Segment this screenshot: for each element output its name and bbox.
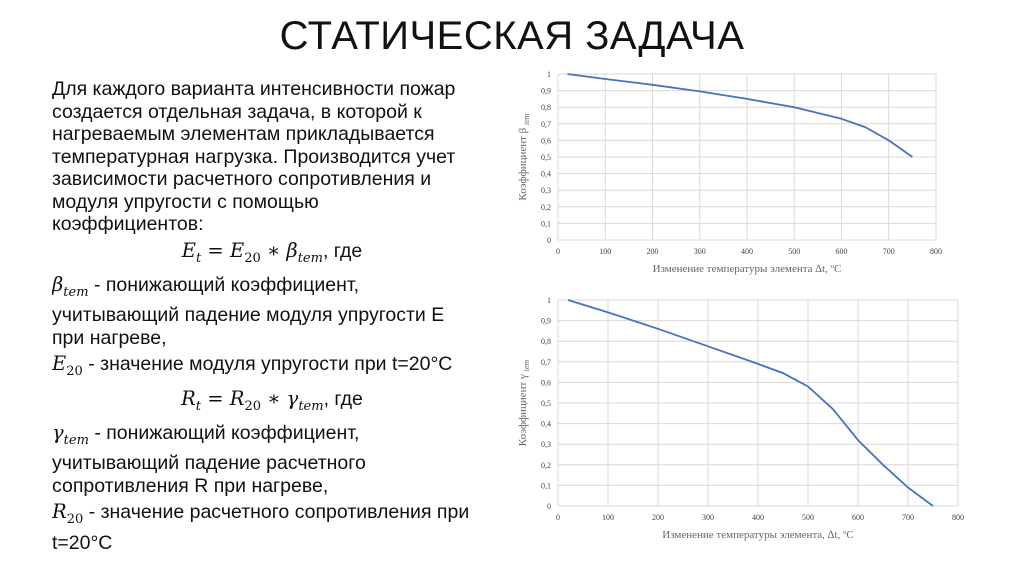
intro-line: создается отдельная задача, в которой к — [52, 100, 422, 123]
beta-definition-line: при нагреве, — [52, 326, 167, 349]
formula-elasticity: Et = E20 ∗ βtem, где — [181, 238, 363, 266]
x-tick-label: 300 — [702, 513, 714, 522]
x-tick-label: 100 — [602, 513, 614, 522]
y-tick-label: 0,8 — [541, 103, 551, 112]
x-tick-label: 400 — [752, 513, 764, 522]
intro-line: Для каждого варианта интенсивности пожар — [52, 78, 456, 100]
x-tick-label: 200 — [647, 247, 659, 256]
y-tick-label: 0,5 — [541, 399, 551, 408]
x-tick-label: 500 — [788, 247, 800, 256]
x-axis-label: Изменение температуры элемента, ∆t, ºC — [662, 529, 853, 541]
y-tick-label: 0,4 — [541, 170, 551, 179]
y-tick-label: 0,5 — [541, 153, 551, 162]
y-tick-label: 0,9 — [541, 87, 551, 96]
y-tick-label: 0,1 — [541, 481, 551, 490]
chart-beta-svg: 0 0,1 0,2 0,3 0,4 0,5 0,6 0,7 0,8 0,9 1 0 100 200 300 4… — [517, 70, 942, 275]
x-tick-label: 0 — [556, 247, 560, 256]
y-axis-label: Коэффициент β tem — [517, 113, 531, 200]
y-tick-label: 0,3 — [541, 440, 551, 449]
intro-line: коэффициентов: — [52, 213, 204, 235]
y-tick-label: 0,2 — [541, 461, 551, 470]
gamma-definition: γtem - понижающий коэффициент, — [52, 421, 360, 448]
x-tick-label: 400 — [741, 247, 753, 256]
y-tick-label: 0,6 — [541, 378, 551, 387]
y-tick-label: 0,2 — [541, 203, 551, 212]
x-axis-label: Изменение температуры элемента ∆t, ºC — [653, 263, 842, 275]
intro-line: нагреваемым элементам прикладывается — [52, 123, 435, 145]
x-tick-label: 800 — [930, 247, 942, 256]
beta-definition-line: учитывающий падение модуля упругости Е — [52, 304, 445, 327]
y-tick-label: 0 — [547, 502, 551, 511]
x-tick-label: 500 — [802, 513, 814, 522]
y-tick-label: 0,8 — [541, 337, 551, 346]
intro-line: температурная нагрузка. Производится уче… — [52, 145, 456, 168]
x-tick-label: 600 — [852, 513, 864, 522]
x-tick-label: 100 — [599, 247, 611, 256]
y-axis-label: Коэффициент γ tem — [517, 360, 531, 447]
y-tick-label: 0 — [547, 236, 551, 245]
slide-title: СТАТИЧЕСКАЯ ЗАДАЧА — [279, 14, 745, 58]
x-tick-label: 700 — [902, 513, 914, 522]
chart-beta: 0 0,1 0,2 0,3 0,4 0,5 0,6 0,7 0,8 0,9 1 0 100 200 300 4… — [508, 62, 948, 282]
text-column: Для каждого варианта интенсивности пожар… — [52, 78, 492, 568]
x-tick-label: 800 — [952, 513, 964, 522]
y-tick-label: 1 — [547, 70, 551, 79]
x-tick-label: 600 — [836, 247, 848, 256]
y-tick-label: 0,3 — [541, 186, 551, 195]
chart-gamma-svg: 0 0,1 0,2 0,3 0,4 0,5 0,6 0,7 0,8 0,9 1 0 100 200 300 4… — [517, 296, 964, 541]
r20-definition-line: t=20°С — [52, 531, 113, 554]
y-tick-label: 0,7 — [541, 120, 551, 129]
y-tick-label: 1 — [547, 296, 551, 305]
beta-definition: βtem - понижающий коэффициент, — [52, 272, 360, 300]
r20-definition: R20 - значение расчетного сопротивления … — [52, 500, 470, 528]
chart-gamma: 0 0,1 0,2 0,3 0,4 0,5 0,6 0,7 0,8 0,9 1 0 100 200 300 4… — [508, 290, 978, 560]
x-tick-label: 200 — [652, 513, 664, 522]
x-tick-label: 700 — [883, 247, 895, 256]
y-tick-label: 0,7 — [541, 358, 551, 367]
series-line — [567, 73, 913, 158]
x-tick-label: 0 — [556, 513, 560, 522]
e20-definition: E20 - значение модуля упругости при t=20… — [52, 352, 453, 380]
y-tick-label: 0,9 — [541, 317, 551, 326]
y-tick-label: 0,1 — [541, 219, 551, 228]
gamma-definition-line: сопротивления R при нагреве, — [52, 474, 329, 497]
intro-line: модуля упругости с помощью — [52, 190, 319, 213]
formula-resistance: Rt = R20 ∗ γtem, где — [181, 386, 363, 414]
gamma-definition-line: учитывающий падение расчетного — [52, 452, 366, 475]
y-tick-label: 0,6 — [541, 136, 551, 145]
y-tick-label: 0,4 — [541, 420, 551, 429]
series-line — [567, 299, 934, 507]
intro-line: зависимости расчетного сопротивления и — [52, 168, 432, 190]
x-tick-label: 300 — [694, 247, 706, 256]
